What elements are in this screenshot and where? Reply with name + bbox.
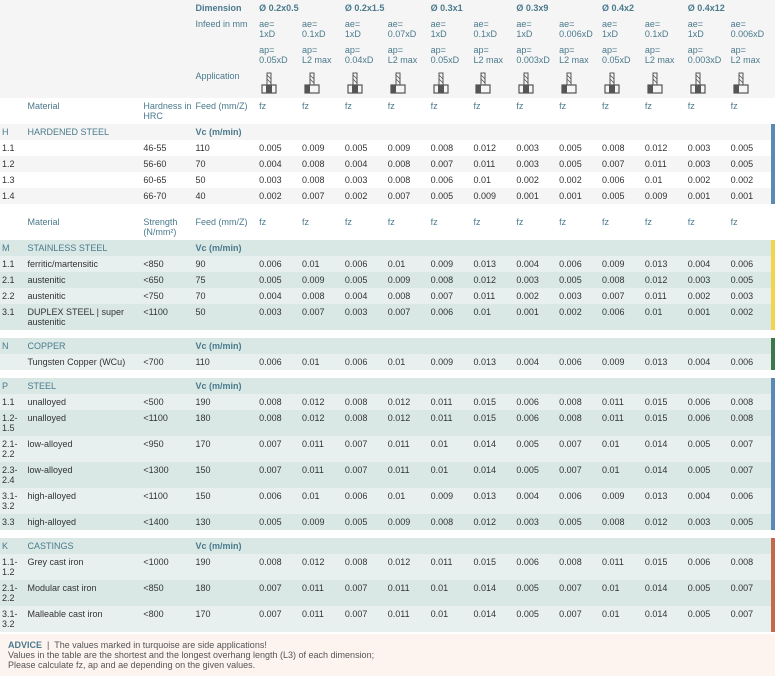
side-mill-icon xyxy=(473,71,493,95)
dim-col-0: Ø 0.2x0.5 xyxy=(257,0,343,16)
advice-line3: Please calculate fz, ap and ae depending… xyxy=(8,660,255,670)
side-mill-icon xyxy=(388,71,408,95)
advice-line2: Values in the table are the shortest and… xyxy=(8,650,374,660)
section-title-P: STEEL xyxy=(25,378,141,394)
slot-mill-icon xyxy=(345,71,365,95)
section-code-K: K xyxy=(0,538,25,554)
table-row: 1.2-1.5unalloyed<11001800.0080.0120.0080… xyxy=(0,410,775,436)
section-code-H: H xyxy=(0,124,25,140)
table-row: 2.1austenitic<650750.0050.0090.0050.0090… xyxy=(0,272,775,288)
section-code-M: M xyxy=(0,240,25,256)
table-row: 3.1-3.2Malleable cast iron<8001700.0070.… xyxy=(0,606,775,632)
hardness-label: Hardness in HRC xyxy=(141,98,193,124)
table-row: 1.256-60700.0040.0080.0040.0080.0070.011… xyxy=(0,156,775,172)
advice-box: ADVICE | The values marked in turquoise … xyxy=(0,634,775,676)
table-row: 3.3high-alloyed<14001300.0050.0090.0050.… xyxy=(0,514,775,530)
table-row: 2.2austenitic<750700.0040.0080.0040.0080… xyxy=(0,288,775,304)
side-mill-icon xyxy=(731,71,751,95)
slot-mill-icon xyxy=(602,71,622,95)
table-row: 1.1-1.2Grey cast iron<10001900.0080.0120… xyxy=(0,554,775,580)
dim-col-5: Ø 0.4x12 xyxy=(686,0,772,16)
dim-col-1: Ø 0.2x1.5 xyxy=(343,0,429,16)
vc-label: Vc (m/min) xyxy=(193,240,257,256)
vc-label: Vc (m/min) xyxy=(193,338,257,354)
table-row: 2.1-2.2Modular cast iron<8501800.0070.01… xyxy=(0,580,775,606)
dim-col-2: Ø 0.3x1 xyxy=(429,0,515,16)
vc-label: Vc (m/min) xyxy=(193,378,257,394)
table-row: 3.1-3.2high-alloyed<11001500.0060.010.00… xyxy=(0,488,775,514)
infeed-label: Infeed in mm xyxy=(193,16,257,68)
dim-col-4: Ø 0.4x2 xyxy=(600,0,686,16)
side-mill-icon xyxy=(559,71,579,95)
table-row: Tungsten Copper (WCu)<7001100.0060.010.0… xyxy=(0,354,775,370)
advice-label: ADVICE xyxy=(8,640,42,650)
cutting-data-table: DimensionØ 0.2x0.5Ø 0.2x1.5Ø 0.3x1Ø 0.3x… xyxy=(0,0,775,632)
section-title-M: STAINLESS STEEL xyxy=(25,240,141,256)
table-row: 1.1ferritic/martensitic<850900.0060.010.… xyxy=(0,256,775,272)
slot-mill-icon xyxy=(516,71,536,95)
table-row: 2.3-2.4low-alloyed<13001500.0070.0110.00… xyxy=(0,462,775,488)
table-row: 1.146-551100.0050.0090.0050.0090.0080.01… xyxy=(0,140,775,156)
table-row: 3.1DUPLEX STEEL | super austenitic<11005… xyxy=(0,304,775,330)
section-code-P: P xyxy=(0,378,25,394)
application-label: Application xyxy=(193,68,257,98)
side-mill-icon xyxy=(302,71,322,95)
dim-col-3: Ø 0.3x9 xyxy=(514,0,600,16)
section-title-H: HARDENED STEEL xyxy=(25,124,141,140)
slot-mill-icon xyxy=(431,71,451,95)
table-row: 1.466-70400.0020.0070.0020.0070.0050.009… xyxy=(0,188,775,204)
section-code-N: N xyxy=(0,338,25,354)
side-mill-icon xyxy=(645,71,665,95)
material-label: Material xyxy=(25,98,141,124)
advice-line1: The values marked in turquoise are side … xyxy=(54,640,267,650)
dimension-label: Dimension xyxy=(193,0,257,16)
vc-label: Vc (m/min) xyxy=(193,538,257,554)
section-title-N: COPPER xyxy=(25,338,141,354)
table-row: 1.360-65500.0030.0080.0030.0080.0060.010… xyxy=(0,172,775,188)
section-title-K: CASTINGS xyxy=(25,538,141,554)
feed-label: Feed (mm/Z) xyxy=(193,98,257,124)
table-row: 1.1unalloyed<5001900.0080.0120.0080.0120… xyxy=(0,394,775,410)
strength-label: Strength (N/mm²) xyxy=(141,214,193,240)
table-row: 2.1-2.2low-alloyed<9501700.0070.0110.007… xyxy=(0,436,775,462)
slot-mill-icon xyxy=(688,71,708,95)
vc-label: Vc (m/min) xyxy=(193,124,257,140)
slot-mill-icon xyxy=(259,71,279,95)
